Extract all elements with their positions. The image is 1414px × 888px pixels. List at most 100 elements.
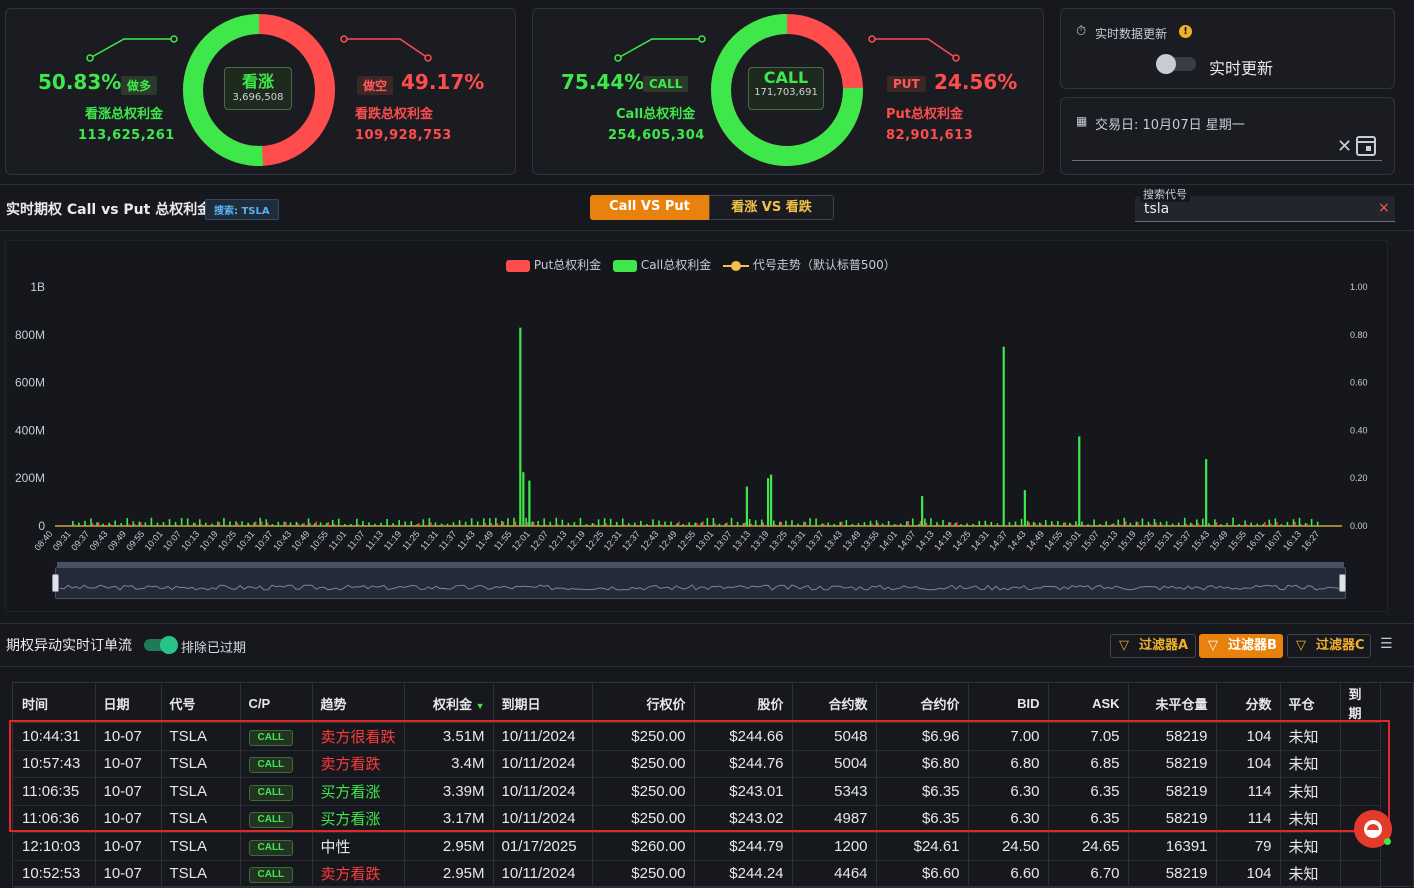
call-bar <box>1135 521 1138 526</box>
put-bar <box>297 523 299 526</box>
cell-expiry-2 <box>1340 750 1381 778</box>
put-bar <box>545 524 547 526</box>
cell-expiry: 10/11/2024 <box>493 777 593 806</box>
cell-bid: 6.30 <box>968 805 1049 833</box>
call-spike-bar <box>522 472 525 526</box>
y-tick-label: 1B <box>30 280 45 294</box>
call-bar <box>785 520 787 526</box>
y2-tick-label: 0.00 <box>1350 521 1368 531</box>
call-bar <box>96 522 98 526</box>
filter-b-button[interactable]: ▽ 过滤器B <box>1199 634 1283 658</box>
cell-strike: $250.00 <box>592 750 695 778</box>
put-bar <box>925 522 928 526</box>
col-score[interactable]: 分数 <box>1216 684 1281 723</box>
legend-trend-swatch[interactable] <box>723 260 750 272</box>
call-bar <box>72 520 74 526</box>
search-input[interactable]: tsla <box>1144 201 1170 217</box>
legend-put-label[interactable]: Put总权利金 <box>533 258 602 272</box>
table-row[interactable]: 12:10:03 10-07 TSLA CALL 中性 2.95M 01/17/2025 $2… <box>14 832 1381 861</box>
table-row[interactable]: 10:44:31 10-07 TSLA CALL 卖方很看跌 3.51M 10/11/202… <box>14 722 1381 751</box>
realtime-toggle[interactable] <box>1156 54 1196 74</box>
call-bar <box>350 524 352 526</box>
call-bar <box>211 523 213 526</box>
zoom-handle-right[interactable] <box>1339 574 1346 592</box>
filter-c-button[interactable]: ▽ 过滤器C <box>1287 634 1371 658</box>
x-tick-label: 12:13 <box>547 529 569 553</box>
call-bar <box>198 519 201 526</box>
bull-center-value: 3,696,508 <box>232 92 284 103</box>
y-tick-label: 600M <box>15 376 45 390</box>
x-tick-label: 13:07 <box>712 529 734 553</box>
col-symbol[interactable]: 代号 <box>161 684 241 723</box>
call-bar <box>108 522 110 526</box>
cell-open-interest: 58219 <box>1128 750 1217 778</box>
x-tick-label: 11:07 <box>345 529 367 552</box>
col-premium-label: 权利金 <box>432 696 472 712</box>
col-strike[interactable]: 行权价 <box>592 684 695 723</box>
col-expiry-2[interactable]: 到期 <box>1340 684 1381 723</box>
cell-trend: 买方看涨 <box>312 805 405 833</box>
col-trend[interactable]: 趋势 <box>312 684 405 723</box>
filter-a-button[interactable]: ▽ 过滤器A <box>1110 634 1196 658</box>
x-tick-label: 14:43 <box>1006 529 1028 553</box>
support-chat-button[interactable] <box>1354 810 1392 848</box>
call-bar <box>845 520 848 526</box>
tab-bull-vs-bear[interactable]: 看涨 VS 看跌 <box>709 195 834 220</box>
legend-trend-label[interactable]: 代号走势（默认标普500） <box>752 258 896 272</box>
call-bar <box>138 521 141 526</box>
col-date[interactable]: 日期 <box>95 684 162 723</box>
sort-desc-icon[interactable]: ▼ <box>475 700 485 711</box>
call-bar <box>144 522 147 526</box>
col-contract-price[interactable]: 合约价 <box>876 684 969 723</box>
put-bar <box>986 524 988 526</box>
cell-stock-price: $244.76 <box>694 750 793 778</box>
put-bar <box>1113 523 1115 526</box>
call-bar <box>217 521 219 526</box>
put-bar <box>303 523 305 526</box>
cell-symbol: TSLA <box>161 832 241 861</box>
settings-sliders-icon[interactable]: ☰ <box>1380 636 1393 652</box>
call-bar <box>1316 521 1319 526</box>
col-expiry[interactable]: 到期日 <box>493 684 593 723</box>
tab-call-vs-put[interactable]: Call VS Put <box>590 195 709 220</box>
put-bar <box>774 524 777 526</box>
legend-call-swatch[interactable] <box>613 259 637 272</box>
col-open-interest[interactable]: 未平仓量 <box>1128 684 1217 723</box>
call-bar <box>1008 522 1011 526</box>
call-bar <box>712 517 715 526</box>
put-bar <box>871 523 873 526</box>
filter-a-icon: ▽ <box>1119 638 1129 653</box>
col-stock-price[interactable]: 股价 <box>694 684 793 723</box>
call-bar <box>180 518 183 526</box>
col-ask[interactable]: ASK <box>1048 684 1129 723</box>
exclude-expired-toggle[interactable] <box>144 636 178 654</box>
call-bar <box>1195 519 1198 526</box>
col-close[interactable]: 平仓 <box>1280 684 1341 723</box>
zoom-slider[interactable] <box>55 567 1346 599</box>
search-clear-icon[interactable]: × <box>1378 200 1390 216</box>
put-bar <box>134 524 136 526</box>
legend-call-label[interactable]: Call总权利金 <box>640 258 712 272</box>
col-contracts[interactable]: 合约数 <box>792 684 877 723</box>
table-row[interactable]: 10:57:43 10-07 TSLA CALL 卖方看跌 3.4M 10/11/2024 $… <box>14 750 1381 778</box>
col-bid[interactable]: BID <box>968 684 1049 723</box>
search-field[interactable] <box>1135 196 1395 222</box>
col-cp[interactable]: C/P <box>240 684 313 723</box>
call-bar <box>754 520 757 526</box>
zoom-handle-left[interactable] <box>52 574 59 592</box>
cell-stock-price: $244.66 <box>694 722 793 751</box>
col-time[interactable]: 时间 <box>14 684 96 723</box>
table-row[interactable]: 11:06:35 10-07 TSLA CALL 买方看涨 3.39M 10/11/2024… <box>14 777 1381 806</box>
cell-date: 10-07 <box>95 805 162 833</box>
clear-date-icon[interactable]: ✕ <box>1337 136 1353 157</box>
zoom-drag-bar[interactable] <box>57 562 1344 568</box>
calendar-picker-icon[interactable] <box>1356 136 1376 156</box>
put-bar <box>949 522 952 526</box>
table-row[interactable]: 11:06:36 10-07 TSLA CALL 买方看涨 3.17M 10/11/2024… <box>14 805 1381 833</box>
put-bar <box>236 523 239 526</box>
call-bar <box>1274 518 1277 526</box>
legend-put-swatch[interactable] <box>506 259 530 272</box>
table-row[interactable]: 10:52:53 10-07 TSLA CALL 卖方看跌 2.95M 10/11/2024… <box>14 860 1381 888</box>
x-tick-label: 12:25 <box>583 529 605 553</box>
col-premium[interactable]: 权利金 ▼ <box>404 684 494 723</box>
